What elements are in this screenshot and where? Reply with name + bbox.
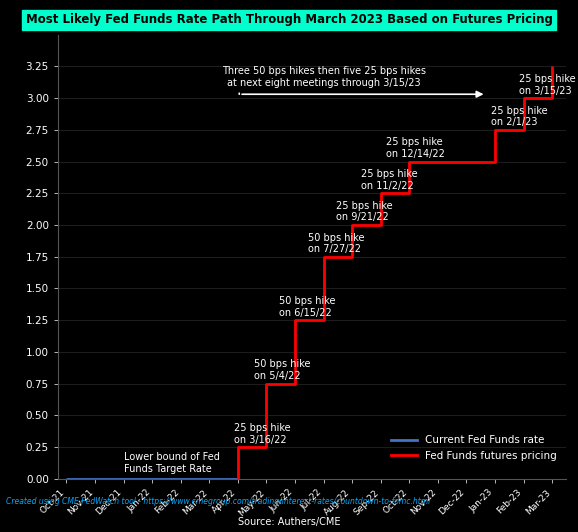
Text: 25 bps hike
on 9/21/22: 25 bps hike on 9/21/22 bbox=[336, 201, 393, 222]
Text: 25 bps hike
on 11/2/22: 25 bps hike on 11/2/22 bbox=[361, 169, 417, 190]
Text: Source: Authers/CME: Source: Authers/CME bbox=[238, 517, 340, 527]
Text: 25 bps hike
on 3/15/23: 25 bps hike on 3/15/23 bbox=[519, 74, 576, 96]
Text: Three 50 bps hikes then five 25 bps hikes
at next eight meetings through 3/15/23: Three 50 bps hikes then five 25 bps hike… bbox=[221, 66, 425, 88]
Text: Lower bound of Fed
Funds Target Rate: Lower bound of Fed Funds Target Rate bbox=[124, 452, 220, 473]
Legend: Current Fed Funds rate, Fed Funds futures pricing: Current Fed Funds rate, Fed Funds future… bbox=[387, 431, 561, 465]
Text: 50 bps hike
on 6/15/22: 50 bps hike on 6/15/22 bbox=[279, 296, 336, 318]
Text: Most Likely Fed Funds Rate Path Through March 2023 Based on Futures Pricing: Most Likely Fed Funds Rate Path Through … bbox=[25, 13, 553, 26]
Text: 25 bps hike
on 12/14/22: 25 bps hike on 12/14/22 bbox=[387, 137, 445, 159]
Text: 25 bps hike
on 2/1/23: 25 bps hike on 2/1/23 bbox=[491, 106, 547, 127]
Text: 50 bps hike
on 5/4/22: 50 bps hike on 5/4/22 bbox=[254, 360, 310, 381]
Text: Created using CME FedWatch tool - https://www.cmegroup.com/trading/interest-rate: Created using CME FedWatch tool - https:… bbox=[6, 497, 430, 506]
Text: 50 bps hike
on 7/27/22: 50 bps hike on 7/27/22 bbox=[308, 232, 364, 254]
Text: 25 bps hike
on 3/16/22: 25 bps hike on 3/16/22 bbox=[234, 423, 290, 445]
